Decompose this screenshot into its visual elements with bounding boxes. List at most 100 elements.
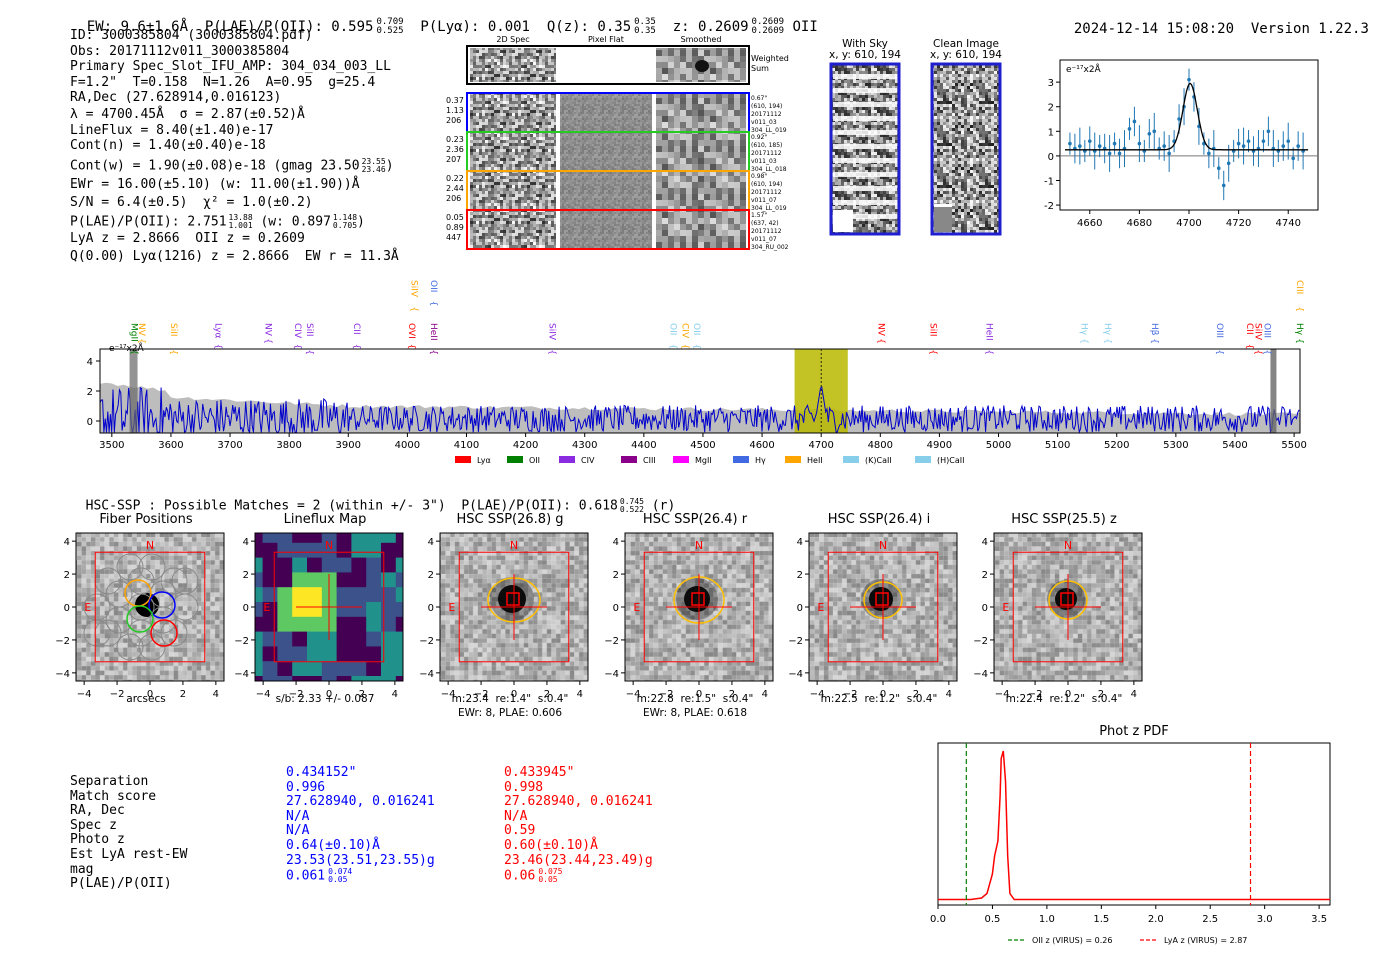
north-label: N	[510, 539, 518, 552]
panel-xtick-label: −2	[474, 689, 489, 700]
linefit-point	[1291, 156, 1295, 161]
linefit-point	[1221, 183, 1226, 188]
row-pixel-flat	[560, 172, 652, 209]
cutout-col-title: Pixel Flat	[588, 35, 624, 44]
spectrum-line-bracket: {	[546, 349, 556, 355]
spectrum-line-label: Hγ {	[1078, 323, 1088, 344]
clean-chip-edge	[934, 204, 952, 207]
spectrum-legend-label: OII	[529, 456, 540, 465]
spectrum-line-name: Hβ	[1149, 323, 1159, 336]
fiber-circle	[160, 619, 188, 647]
spectrum-line-name: Hγ	[1078, 323, 1088, 336]
panel-ytick-label: 2	[243, 570, 249, 581]
sky-stripe	[833, 200, 897, 205]
linefit-point	[1068, 141, 1072, 146]
cutout-col-title: Smoothed	[681, 35, 722, 44]
linefit-point	[1207, 151, 1211, 156]
panel-image: N E −4 −2 0 2 4 4 2 0 −2 −4	[234, 532, 404, 700]
header-qz: Q(z): 0.35	[546, 19, 632, 35]
spectrum-line-bracket: {	[691, 344, 701, 350]
info-id: ID: 3000385804 (3000385804.pdf)	[70, 28, 313, 43]
spectrum-line-name: OIII	[1262, 323, 1272, 338]
spectrum-line-bracket: {	[1294, 306, 1304, 312]
spectrum-xtick-label: 3800	[276, 440, 301, 451]
spectrum-line-name: CIV	[679, 323, 689, 339]
spectrum-line-bracket: {	[428, 301, 438, 307]
spectrum-line-bracket: {	[679, 344, 689, 350]
spectrum-line-label: NV{	[263, 323, 273, 344]
row-smoothed	[656, 94, 746, 131]
aperture-box	[643, 551, 755, 663]
spectrum-line-label: SiII {	[168, 323, 178, 355]
row-right-label: 20171112	[751, 150, 782, 157]
sky-stripe	[833, 214, 897, 219]
row-left-label: 0.05	[446, 213, 464, 222]
clean-image-coord: x, y: 610, 194	[930, 49, 1002, 61]
panel-ytick-label: 4	[243, 537, 249, 548]
info-lyaz: LyA z = 2.8666 OII z = 0.2609	[70, 231, 305, 247]
hsc-summary-up: 0.745	[619, 497, 644, 506]
panel-caption: arcsecs	[126, 693, 166, 705]
spectrum-line-label: Lyα {	[212, 323, 222, 350]
spectrum-line-name: SiII	[304, 323, 314, 337]
sky-chip-gap	[833, 210, 853, 232]
sky-stripe	[833, 172, 897, 177]
linefit-xtick-label: 4720	[1226, 218, 1251, 229]
sky-images	[829, 62, 1002, 236]
row-right-label: 0.67"	[751, 95, 767, 102]
hsc-summary-lo: 0.522	[619, 505, 644, 514]
info-radec: RA,Dec (27.628914,0.016123)	[70, 90, 282, 106]
row-right-label: 20171112	[751, 228, 782, 235]
panel-ytick-label: 0	[243, 603, 249, 614]
clean-image-panel: Clean Image x, y: 610, 194	[924, 38, 1008, 61]
panel-xtick-label: 2	[544, 689, 550, 700]
spectrum-line-name: Hγ	[1294, 323, 1304, 336]
sky-stripe	[833, 116, 897, 121]
spectrum-line-name: OII	[428, 280, 438, 292]
header-qz-lo: 0.35	[634, 26, 656, 36]
panel-ytick-label: 0	[613, 603, 619, 614]
panel-ytick-label: 4	[428, 537, 434, 548]
row-2d-spec	[470, 94, 556, 131]
full-spectrum-chart: 3500 3600 3700 3800 3900 4000 4100 4200 4300 4400…	[87, 280, 1307, 465]
panel-xtick-label: −4	[77, 689, 92, 700]
info-contw-lo: 23.46	[361, 164, 386, 174]
cutout-grid: 2D Spec Pixel Flat Smoothed Weighted Sum 0.37…	[440, 32, 800, 257]
aperture-box	[94, 551, 206, 663]
spectrum-line-name: NV	[263, 323, 273, 337]
linefit-point	[1097, 144, 1102, 148]
aperture-box	[458, 551, 570, 663]
row-right-label: 1.57"	[751, 212, 767, 219]
spectrum-line-name: Hγ	[1102, 323, 1112, 336]
panel-xtick-label: 0	[696, 689, 702, 700]
linefit-point	[1296, 144, 1300, 148]
spectrum-line-name: OIII	[1214, 323, 1224, 338]
linefit-ytick-label: 3	[1048, 78, 1054, 89]
spectrum-ytick-label: 0	[87, 417, 93, 428]
info-plae-lo: 1.001	[228, 221, 253, 231]
spectrum-ytick-label: 2	[87, 387, 93, 398]
clean-chip-gap	[934, 206, 952, 232]
panel-ytick-label: −2	[55, 636, 70, 647]
hsc-summary-text: HSC-SSP : Possible Matches = 2 (within +…	[85, 498, 618, 514]
sky-stripe	[833, 144, 897, 149]
fiber-highlight	[148, 591, 176, 619]
spectrum-line-bracket: {	[667, 344, 677, 350]
linefit-point	[1117, 151, 1122, 156]
row-left-label: 2.44	[446, 184, 464, 193]
panel-xtick-label: −2	[110, 689, 125, 700]
row-left-label: 0.23	[446, 135, 464, 144]
row-right-label: 304_LL_019	[751, 205, 787, 212]
row-right-label: 304_LL_019	[751, 127, 787, 134]
info-plae-w: (w: 0.897	[260, 214, 331, 230]
linefit-point	[1281, 144, 1286, 148]
spectrum-line-bracket: {	[136, 338, 146, 344]
spectrum-legend-swatch	[915, 456, 931, 463]
panel-xtick-label: −4	[441, 689, 456, 700]
weighted-2d-spec	[470, 48, 556, 82]
spectrum-line-name: OII	[691, 323, 701, 335]
source-halo	[676, 578, 718, 620]
info-sn: S/N = 6.4(±0.5) χ² = 1.0(±0.2)	[70, 195, 313, 211]
spectrum-legend-swatch	[843, 456, 859, 463]
header-plya: P(Lyα): 0.001	[420, 19, 530, 35]
